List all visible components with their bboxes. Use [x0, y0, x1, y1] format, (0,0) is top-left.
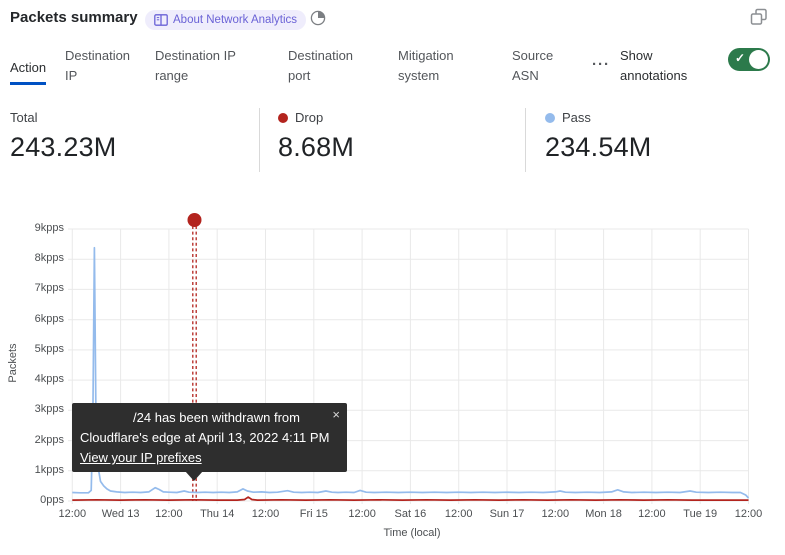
pass-legend-dot: [545, 112, 555, 123]
x-tick-label: Sun 17: [489, 508, 525, 520]
more-tabs-icon[interactable]: ···: [592, 56, 610, 73]
about-network-analytics-badge[interactable]: About Network Analytics: [145, 10, 307, 30]
x-tick-label: 12:00: [444, 508, 473, 520]
chart-canvas[interactable]: [0, 195, 785, 540]
y-tick-label: 1kpps: [34, 463, 64, 476]
stat-pass-label: Pass: [562, 110, 591, 125]
y-tick-label: 9kpps: [34, 222, 64, 234]
check-icon: ✓: [735, 51, 746, 65]
annotation-tooltip: /24 has been withdrawn from Cloudflare's…: [72, 403, 347, 481]
show-annotations-toggle[interactable]: ✓: [728, 48, 770, 71]
y-axis-title: Packets: [7, 343, 19, 383]
x-tick-label: Sat 16: [394, 508, 427, 520]
y-tick-label: 5kpps: [34, 342, 64, 355]
toggle-knob: [749, 50, 768, 69]
y-tick-label: 8kpps: [34, 252, 64, 265]
stats-divider: [259, 108, 260, 172]
x-tick-label: Mon 18: [585, 508, 622, 520]
tab-action[interactable]: Action: [10, 58, 47, 85]
y-tick-label: 7kpps: [34, 282, 64, 295]
x-tick-label: 12:00: [638, 508, 666, 520]
show-annotations-label: Show annotations: [620, 48, 688, 83]
stat-drop: Drop 8.68M: [278, 110, 354, 163]
y-tick-label: 6kpps: [34, 312, 64, 325]
tooltip-line2: Cloudflare's edge at April 13, 2022 4:11…: [80, 430, 330, 445]
dimension-tab-bar: Action Destination IP Destination IP ran…: [0, 42, 785, 100]
x-tick-label: Tue 19: [683, 508, 718, 520]
open-in-new-window-icon[interactable]: [749, 7, 771, 29]
x-tick-label: 12:00: [348, 508, 376, 520]
tab-mitigation-system[interactable]: Mitigation system: [398, 48, 454, 83]
stat-pass: Pass 234.54M: [545, 110, 651, 163]
stat-total-value: 243.23M: [10, 132, 117, 162]
y-tick-label: 0pps: [40, 494, 64, 506]
x-axis-title: Time (local): [383, 527, 441, 539]
y-tick-label: 2kpps: [34, 433, 64, 446]
tab-source-asn[interactable]: Source ASN: [512, 48, 554, 83]
tab-destination-ip[interactable]: Destination IP: [65, 48, 131, 83]
annotation-marker-dot[interactable]: [187, 213, 202, 227]
page-title: Packets summary: [10, 9, 138, 26]
packets-time-series-chart: 0pps 1kpps 2kpps 3kpps 4kpps 5kpps 6kpps 7kpps 8…: [0, 195, 785, 555]
stats-divider: [525, 108, 526, 172]
tooltip-caret: [185, 471, 203, 481]
x-tick-label: 12:00: [58, 508, 87, 520]
x-tick-label: 12:00: [251, 508, 280, 520]
x-tick-label: Wed 13: [101, 508, 140, 520]
y-tick-label: 3kpps: [34, 403, 64, 416]
drop-legend-dot: [278, 112, 288, 123]
view-ip-prefixes-link[interactable]: View your IP prefixes: [80, 450, 202, 465]
time-period-icon[interactable]: [309, 9, 327, 27]
stat-drop-value: 8.68M: [278, 132, 355, 162]
x-tick-label: 12:00: [734, 508, 763, 520]
tab-destination-port[interactable]: Destination port: [288, 48, 354, 83]
book-icon: [154, 14, 168, 26]
stat-total-label: Total: [10, 110, 38, 125]
x-tick-label: Thu 14: [200, 508, 235, 520]
stat-drop-label: Drop: [295, 110, 324, 125]
tab-destination-ip-range[interactable]: Destination IP range: [155, 48, 236, 83]
stat-total: Total 243.23M: [10, 110, 116, 163]
x-tick-label: 12:00: [541, 508, 570, 520]
x-tick-label: 12:00: [155, 508, 183, 520]
badge-label: About Network Analytics: [173, 14, 298, 26]
y-tick-label: 4kpps: [34, 373, 64, 386]
close-icon[interactable]: ×: [332, 407, 340, 422]
x-tick-label: Fri 15: [299, 508, 328, 520]
tooltip-line1: /24 has been withdrawn from: [133, 410, 300, 425]
stat-pass-value: 234.54M: [545, 132, 652, 162]
